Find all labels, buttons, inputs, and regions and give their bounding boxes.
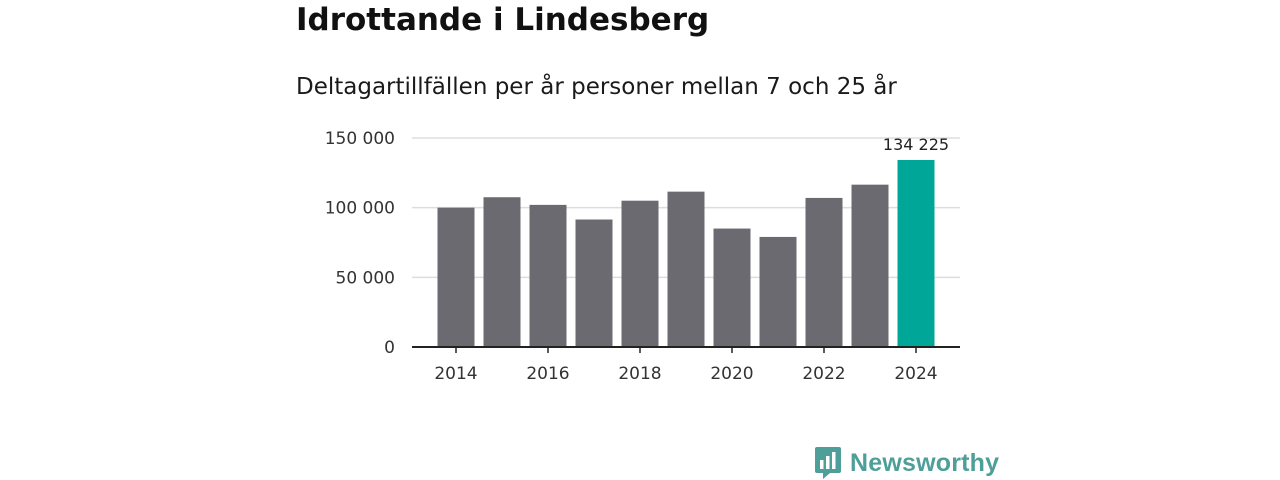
y-axis-labels: 0 50 000 100 000 150 000 [325,129,395,358]
x-axis [412,346,960,353]
bar-2016 [529,204,567,347]
x-tick-label: 2016 [526,364,569,384]
chart-title: Idrottande i Lindesberg [296,2,710,38]
bar-2015 [483,197,521,347]
bar-2017 [575,219,613,347]
bar-2023 [851,184,889,347]
x-tick-label: 2018 [618,364,661,384]
y-tick-label: 50 000 [336,268,395,288]
x-tick-label: 2014 [434,364,477,384]
y-tick-label: 0 [384,338,395,358]
highlight-data-label: 134 225 [883,135,949,154]
newsworthy-logo-icon [815,447,841,479]
y-tick-label: 100 000 [325,199,395,219]
bar-2018 [621,200,659,347]
bar-2019 [667,191,705,347]
bar-2020 [713,228,751,347]
data-labels: 134 225 [883,135,949,154]
chart-subtitle: Deltagartillfällen per år personer mella… [296,74,897,100]
bar-2014 [437,207,475,347]
x-tick-label: 2024 [894,364,937,384]
bars [437,159,935,347]
bar-2022 [805,197,843,347]
y-tick-label: 150 000 [325,129,395,149]
newsworthy-brand: Newsworthy [814,446,999,480]
x-axis-labels: 2014 2016 2018 2020 2022 2024 [434,364,937,384]
bar-2021 [759,236,797,347]
bar-2024 [897,159,935,347]
x-tick-label: 2020 [710,364,753,384]
x-tick-label: 2022 [802,364,845,384]
brand-name: Newsworthy [850,448,1000,477]
